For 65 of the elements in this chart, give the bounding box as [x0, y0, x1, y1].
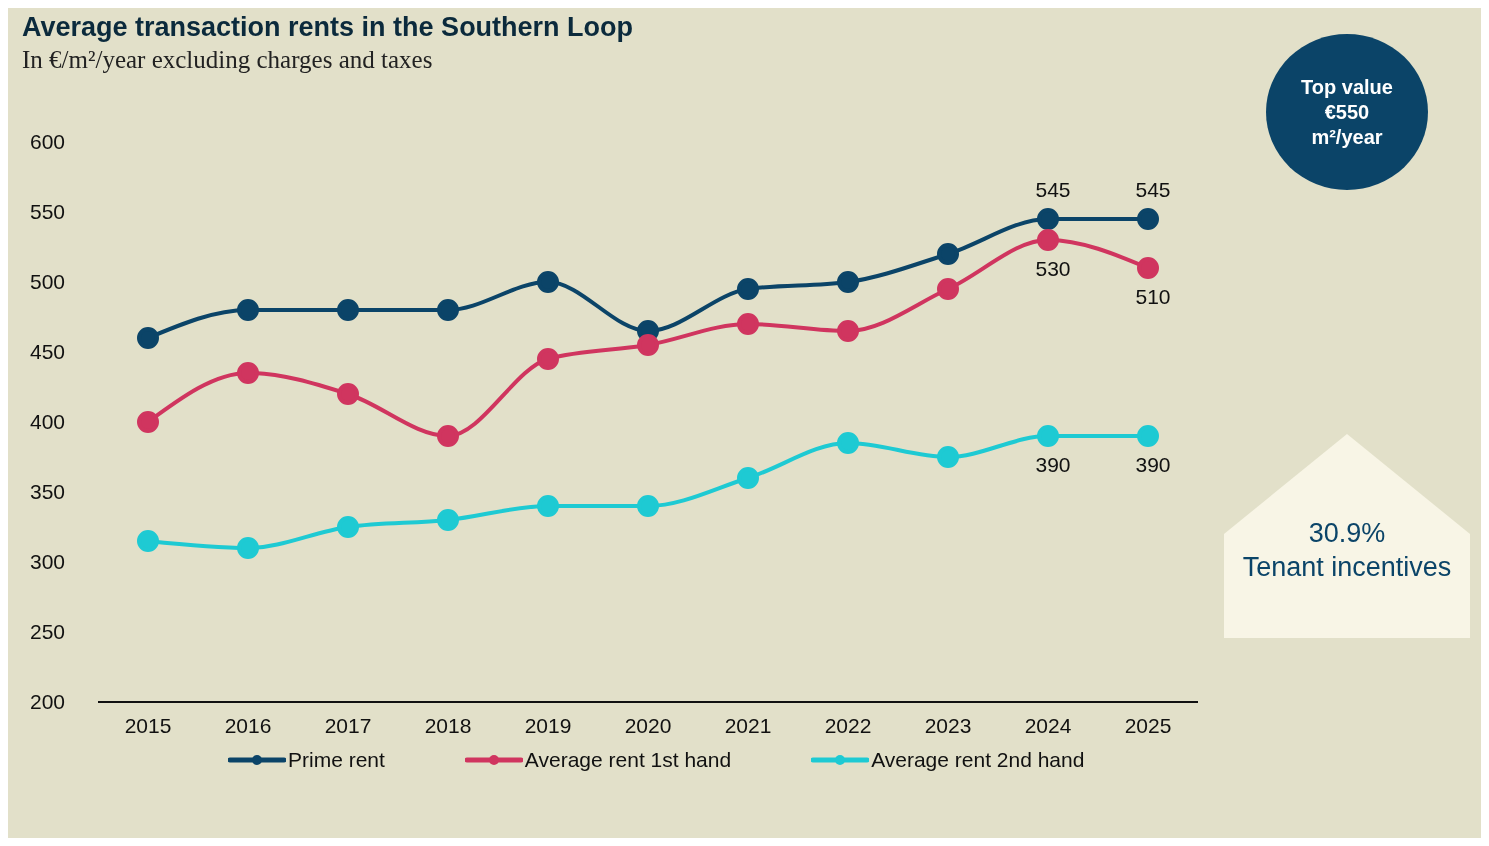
x-tick-label: 2022 [824, 713, 872, 737]
legend-label: Average rent 2nd hand [871, 748, 1085, 772]
data-label: 390 [1035, 453, 1071, 476]
point [737, 278, 759, 300]
point [837, 320, 859, 342]
point [1037, 229, 1059, 251]
x-tick-label: 2016 [224, 713, 272, 737]
point [737, 467, 759, 489]
y-tick-label: 600 [30, 130, 66, 154]
y-tick-label: 550 [30, 200, 66, 224]
data-label: 390 [1135, 453, 1171, 476]
point [437, 299, 459, 321]
x-tick-label: 2021 [724, 713, 772, 737]
chart-subtitle: In €/m²/year excluding charges and taxes [22, 46, 433, 74]
point [1137, 257, 1159, 279]
point [537, 348, 559, 370]
y-tick-label: 500 [30, 270, 66, 294]
point [837, 271, 859, 293]
point [1137, 208, 1159, 230]
point [937, 446, 959, 468]
point [937, 278, 959, 300]
point [1037, 208, 1059, 230]
point [737, 313, 759, 335]
point [137, 411, 159, 433]
point [237, 299, 259, 321]
chart-title: Average transaction rents in the Southern Loop [22, 12, 634, 43]
point [437, 509, 459, 531]
point [237, 362, 259, 384]
y-tick-label: 350 [30, 480, 66, 504]
point [1037, 425, 1059, 447]
point [137, 530, 159, 552]
x-tick-label: 2020 [624, 713, 672, 737]
y-tick-label: 400 [30, 410, 66, 434]
x-tick-label: 2025 [1124, 713, 1172, 737]
point [537, 495, 559, 517]
x-tick-label: 2019 [524, 713, 572, 737]
point [1137, 425, 1159, 447]
point [337, 516, 359, 538]
point [137, 327, 159, 349]
data-label: 530 [1035, 257, 1071, 280]
point [837, 432, 859, 454]
y-tick-label: 200 [30, 690, 66, 714]
x-tick-label: 2018 [424, 713, 472, 737]
data-label: 545 [1035, 178, 1071, 201]
point [337, 383, 359, 405]
text: 30.9% Tenant incentives [1241, 517, 1453, 584]
legend-label: Prime rent [288, 748, 385, 772]
x-tick-label: 2023 [924, 713, 972, 737]
point [637, 334, 659, 356]
y-tick-label: 300 [30, 550, 66, 574]
point [237, 537, 259, 559]
x-tick-label: 2024 [1024, 713, 1072, 737]
y-tick-label: 450 [30, 340, 66, 364]
point [337, 299, 359, 321]
y-tick-label: 250 [30, 620, 66, 644]
point [637, 495, 659, 517]
point [437, 425, 459, 447]
x-tick-label: 2015 [124, 713, 172, 737]
legend-label: Average rent 1st hand [524, 748, 732, 772]
data-label: 545 [1135, 178, 1171, 201]
circle-badge: Top value €550 m²/year [1266, 34, 1428, 190]
x-tick-label: 2017 [324, 713, 372, 737]
data-label: 510 [1135, 285, 1171, 308]
point [937, 243, 959, 265]
point [537, 271, 559, 293]
